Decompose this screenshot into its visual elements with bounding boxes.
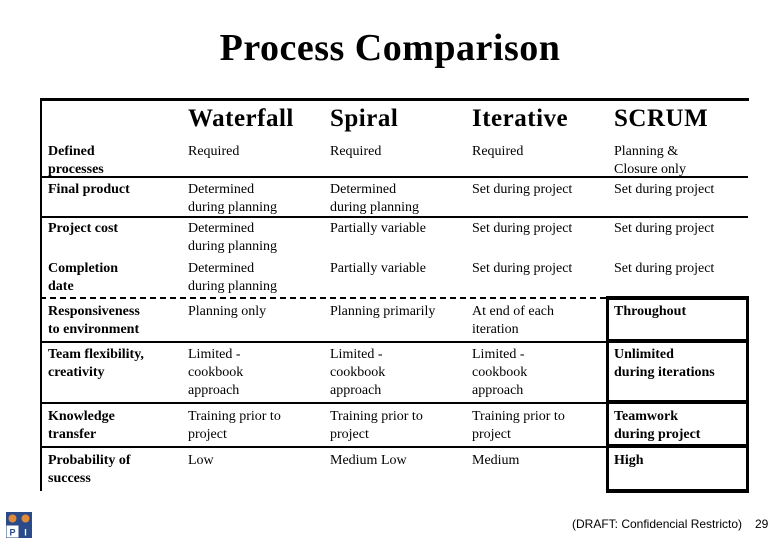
row-label: Knowledge transfer: [48, 409, 115, 442]
table-cell: Planning & Closure only: [614, 144, 686, 177]
row-divider: [40, 176, 748, 178]
scrum-highlight-border: [606, 400, 749, 404]
table-cell-scrum-highlight: Unlimited during iterations: [614, 347, 715, 380]
scrum-highlight-border: [746, 296, 749, 491]
row-label: Responsiveness to environment: [48, 304, 140, 337]
table-cell: Planning only: [188, 304, 267, 319]
table-cell: Limited - cookbook approach: [188, 347, 244, 398]
row-label: Final product: [48, 182, 130, 197]
scrum-highlight-border: [606, 296, 609, 491]
table-cell: Set during project: [614, 261, 715, 276]
row-label: Defined processes: [48, 144, 104, 177]
scrum-highlight-border: [606, 489, 749, 493]
row-label: Probability of success: [48, 453, 131, 486]
table-cell-scrum-highlight: Teamwork during project: [614, 409, 701, 442]
column-header-iterative: Iterative: [472, 105, 569, 132]
company-logo: P I: [6, 512, 32, 538]
column-header-spiral: Spiral: [330, 105, 399, 132]
table-cell: Set during project: [614, 182, 715, 197]
row-divider: [40, 446, 606, 448]
scrum-highlight-border: [606, 296, 749, 300]
table-cell: Limited - cookbook approach: [330, 347, 386, 398]
table-cell: Medium: [472, 453, 520, 468]
table-cell: At end of each iteration: [472, 304, 555, 337]
scrum-highlight-border: [606, 339, 749, 343]
table-cell: Planning primarily: [330, 304, 436, 319]
svg-text:I: I: [24, 528, 27, 538]
footer-confidentiality-note: (DRAFT: Confidencial Restricto): [572, 517, 743, 531]
table-cell: Medium Low: [330, 453, 407, 468]
column-header-scrum: SCRUM: [614, 105, 709, 132]
table-cell: Set during project: [614, 221, 715, 236]
table-cell: Training prior to project: [330, 409, 423, 442]
table-cell-scrum-highlight: Throughout: [614, 304, 687, 319]
table-cell: Determined during planning: [188, 261, 278, 294]
comparison-table: [40, 98, 749, 491]
row-divider: [40, 341, 606, 343]
table-cell: Limited - cookbook approach: [472, 347, 528, 398]
table-cell: Determined during planning: [188, 182, 278, 215]
table-cell: Determined during planning: [188, 221, 278, 254]
page-number: 29: [755, 517, 769, 531]
table-cell: Training prior to project: [188, 409, 281, 442]
table-cell: Required: [472, 144, 524, 159]
table-cell: Set during project: [472, 221, 573, 236]
table-cell: Low: [188, 453, 214, 468]
svg-text:P: P: [9, 528, 15, 538]
table-cell: Set during project: [472, 261, 573, 276]
row-divider: [40, 402, 606, 404]
table-cell: Partially variable: [330, 221, 427, 236]
row-label: Completion date: [48, 261, 118, 294]
table-cell: Determined during planning: [330, 182, 420, 215]
table-cell: Required: [330, 144, 382, 159]
row-label: Team flexibility, creativity: [48, 347, 144, 380]
scrum-highlight-border: [606, 444, 749, 448]
column-header-waterfall: Waterfall: [188, 105, 294, 132]
row-divider: [40, 297, 606, 299]
row-divider: [40, 216, 748, 218]
table-cell: Partially variable: [330, 261, 427, 276]
table-cell: Set during project: [472, 182, 573, 197]
table-cell: Training prior to project: [472, 409, 565, 442]
page-title: Process Comparison: [219, 27, 561, 69]
table-cell-scrum-highlight: High: [614, 453, 644, 468]
table-cell: Required: [188, 144, 240, 159]
row-label: Project cost: [48, 221, 119, 236]
